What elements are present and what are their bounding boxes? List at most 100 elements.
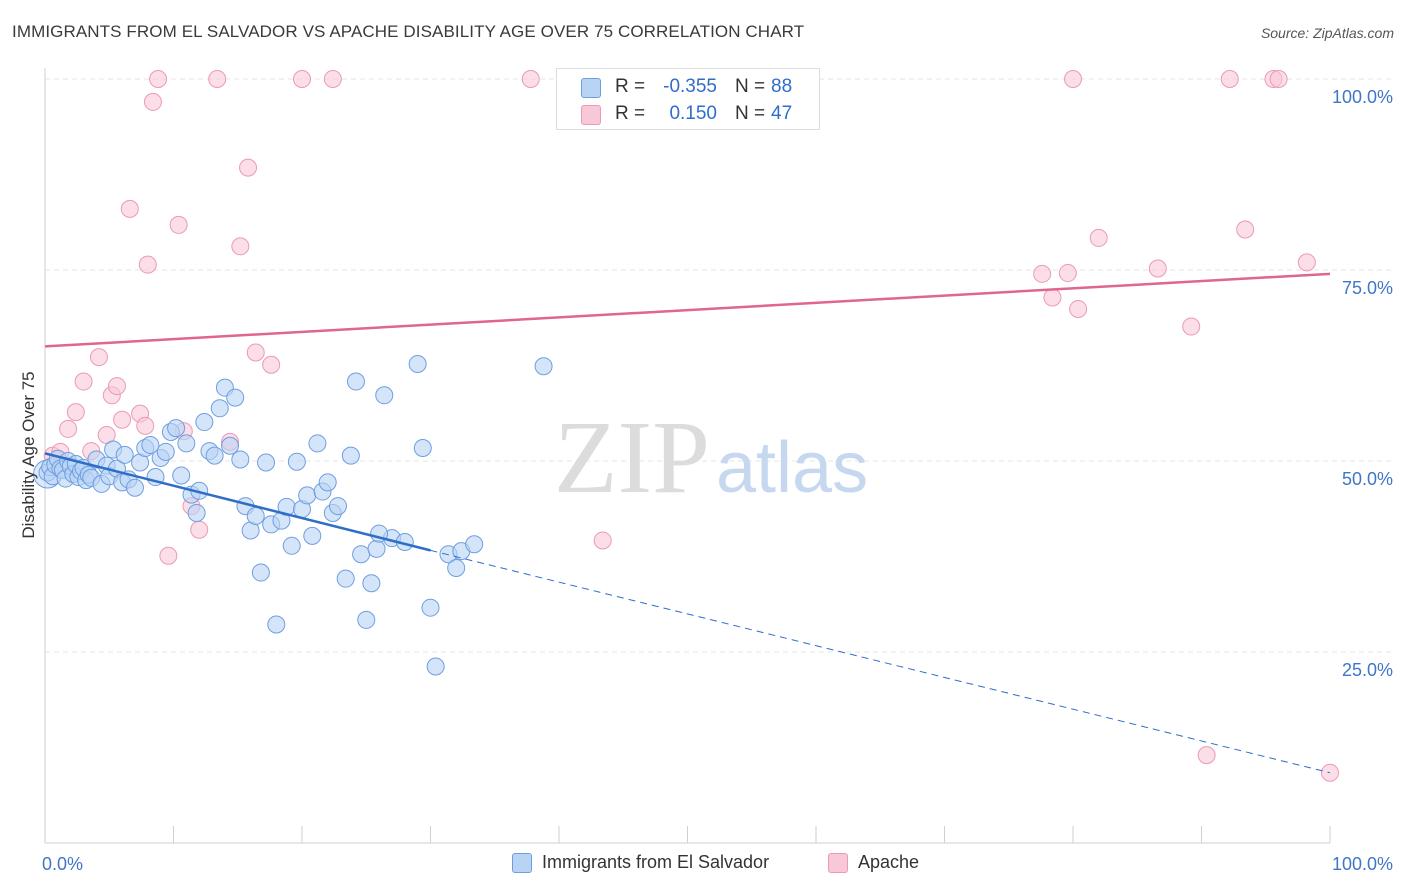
- apache-point: [521, 70, 540, 88]
- pink-swatch: [581, 105, 601, 125]
- stats-legend-row-pink: R = 0.150 N = 47: [557, 101, 821, 127]
- apache-point: [323, 70, 342, 88]
- trend-lines: [44, 272, 1331, 774]
- el-salvador-trend-extension: [430, 549, 1331, 774]
- el-salvador-point: [141, 435, 160, 454]
- el-salvador-point: [447, 558, 466, 577]
- el-salvador-point: [226, 388, 245, 407]
- r-value: 0.150: [669, 103, 717, 124]
- legend-item-apache[interactable]: Apache: [828, 852, 919, 873]
- el-salvador-point: [177, 434, 196, 453]
- watermark-zip: ZIP: [554, 400, 710, 515]
- el-salvador-point: [298, 486, 317, 505]
- el-salvador-point: [352, 545, 371, 564]
- apache-point: [113, 410, 132, 429]
- apache-point: [239, 158, 258, 177]
- el-salvador-point: [357, 610, 376, 629]
- el-salvador-point: [267, 615, 286, 634]
- apache-point: [293, 70, 311, 88]
- stats-legend: R = -0.355 N = 88 R = 0.150 N = 47: [556, 68, 820, 130]
- el-salvador-point: [125, 478, 144, 497]
- apache-point: [1297, 253, 1316, 272]
- el-salvador-points: [33, 354, 553, 676]
- el-salvador-point: [172, 466, 191, 485]
- el-salvador-point: [251, 563, 270, 582]
- apache-point: [593, 531, 612, 550]
- legend-label-el-salvador: Immigrants from El Salvador: [542, 852, 770, 872]
- r-label: R =: [615, 103, 646, 124]
- r-value: -0.355: [663, 76, 717, 97]
- el-salvador-point: [246, 507, 265, 526]
- apache-point: [190, 520, 209, 539]
- apache-point: [1064, 70, 1082, 88]
- apache-point: [1269, 70, 1288, 88]
- apache-point: [59, 419, 78, 438]
- chart-title: IMMIGRANTS FROM EL SALVADOR VS APACHE DI…: [12, 22, 805, 41]
- el-salvador-point: [210, 399, 229, 418]
- el-salvador-point: [205, 446, 224, 465]
- el-salvador-point: [282, 536, 301, 555]
- el-salvador-point: [257, 453, 276, 472]
- n-label: N =: [735, 103, 766, 124]
- el-salvador-point: [156, 442, 175, 461]
- apache-point: [143, 92, 162, 111]
- y-tick-label: 25.0%: [1342, 660, 1393, 680]
- y-axis-label: Disability Age Over 75: [19, 371, 38, 538]
- el-salvador-point: [534, 357, 553, 376]
- y-tick-label: 100.0%: [1332, 87, 1393, 107]
- el-salvador-point: [413, 439, 432, 458]
- apache-point: [149, 70, 168, 88]
- el-salvador-point: [408, 354, 427, 373]
- apache-point: [1220, 70, 1239, 88]
- apache-point: [1148, 259, 1167, 278]
- apache-point: [89, 348, 108, 367]
- apache-point: [1236, 220, 1255, 239]
- y-tick-label: 75.0%: [1342, 278, 1393, 298]
- tick-labels: 25.0% 50.0% 75.0% 100.0% 0.0% 100.0%: [42, 87, 1393, 874]
- apache-point: [1033, 264, 1052, 283]
- el-salvador-point: [221, 436, 240, 455]
- apache-point: [246, 343, 265, 362]
- apache-point: [1069, 299, 1088, 318]
- apache-point: [74, 372, 93, 391]
- stats-legend-row-blue: R = -0.355 N = 88: [557, 74, 821, 100]
- legend-swatch-pink: [828, 852, 848, 873]
- apache-point: [1043, 288, 1062, 307]
- el-salvador-point: [341, 446, 360, 465]
- el-salvador-point: [328, 497, 347, 516]
- n-label: N =: [735, 76, 766, 97]
- el-salvador-point: [426, 657, 445, 676]
- legend-swatch-blue: [512, 852, 532, 873]
- el-salvador-point: [167, 419, 186, 438]
- apache-trend-line: [44, 272, 1331, 348]
- el-salvador-point: [375, 386, 394, 405]
- apache-point: [1089, 228, 1108, 247]
- y-tick-label: 50.0%: [1342, 469, 1393, 489]
- legend-label-apache: Apache: [858, 852, 920, 872]
- apache-point: [120, 199, 139, 218]
- x-tick-label: 100.0%: [1332, 854, 1393, 874]
- apache-point: [138, 255, 157, 274]
- n-value: 47: [771, 103, 793, 124]
- el-salvador-point: [336, 569, 355, 588]
- apache-point: [231, 237, 250, 256]
- source-label: Source: ZipAtlas.com: [1260, 25, 1394, 41]
- el-salvador-point: [421, 598, 440, 617]
- el-salvador-point: [115, 445, 134, 464]
- r-label: R =: [615, 76, 646, 97]
- apache-point: [159, 546, 178, 565]
- apache-point: [1197, 746, 1216, 765]
- el-salvador-point: [187, 503, 206, 522]
- apache-point: [1058, 264, 1077, 283]
- n-value: 88: [771, 76, 793, 97]
- apache-point: [1182, 317, 1201, 336]
- apache-point: [169, 215, 188, 234]
- blue-swatch: [581, 78, 601, 98]
- x-tick-label: 0.0%: [42, 854, 83, 874]
- legend-item-el-salvador[interactable]: Immigrants from El Salvador: [512, 852, 769, 873]
- el-salvador-point: [465, 535, 484, 554]
- el-salvador-point: [195, 413, 214, 432]
- el-salvador-point: [303, 526, 322, 545]
- apache-point: [262, 355, 281, 374]
